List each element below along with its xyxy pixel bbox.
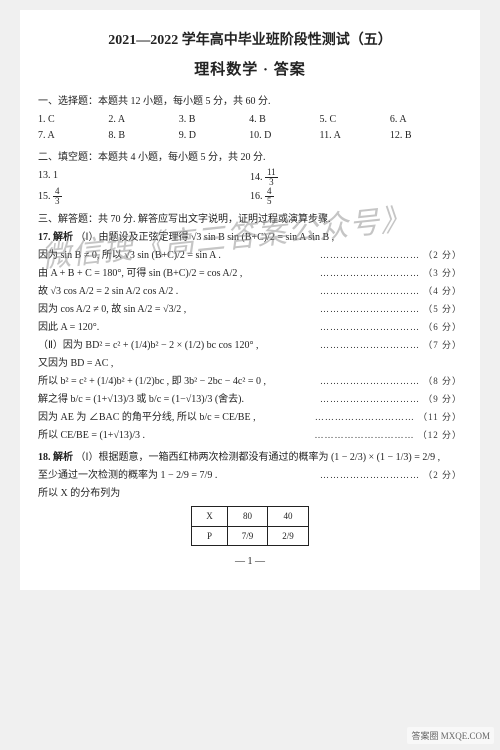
distribution-table: X8040 P7/92/9 [191,506,309,546]
mc-3: 3. B [179,112,249,128]
q17-block: 17. 解析 （Ⅰ）由题设及正弦定理得 √3 sin B sin (B+C)/2… [38,230,462,444]
mc-5: 5. C [320,112,390,128]
score-mark: ………………………… （2 分） [320,248,462,264]
section-1-header: 一、选择题：本题共 12 小题，每小题 5 分，共 60 分. [38,94,462,110]
fill-15: 15. 43 [38,187,250,206]
fill-13: 13. 1 [38,168,250,187]
exam-answer-page: 2021—2022 学年高中毕业班阶段性测试（五） 理科数学 · 答案 一、选择… [20,10,480,590]
page-title-line1: 2021—2022 学年高中毕业班阶段性测试（五） [38,30,462,52]
mc-12: 12. B [390,128,460,144]
mc-7: 7. A [38,128,108,144]
score-mark: ………………………… （3 分） [320,266,462,282]
score-mark: ………………………… （9 分） [320,392,462,408]
score-mark: ………………………… （8 分） [320,374,462,390]
page-number: — 1 — [38,554,462,570]
score-mark: ………………………… （12 分） [314,428,462,444]
mc-6: 6. A [390,112,460,128]
score-mark: ………………………… （5 分） [320,302,462,318]
fill-14: 14. 113 [250,168,462,187]
score-mark: ………………………… （2 分） [320,468,462,484]
mc-1: 1. C [38,112,108,128]
corner-brand: 答案圈 MXQE.COM [407,727,494,744]
fill-16: 16. 45 [250,187,462,206]
fill-row: 13. 1 14. 113 15. 43 16. 45 [38,168,462,206]
mc-answers-row: 1. C 2. A 3. B 4. B 5. C 6. A 7. A 8. B … [38,112,462,144]
mc-2: 2. A [108,112,178,128]
score-mark: ………………………… （11 分） [315,410,462,426]
mc-9: 9. D [179,128,249,144]
mc-11: 11. A [320,128,390,144]
section-3-header: 三、解答题：共 70 分. 解答应写出文字说明，证明过程或演算步骤. [38,212,462,228]
mc-10: 10. D [249,128,319,144]
score-mark: ………………………… （7 分） [320,338,462,354]
mc-8: 8. B [108,128,178,144]
score-mark: ………………………… （4 分） [320,284,462,300]
page-title-line2: 理科数学 · 答案 [38,58,462,82]
score-mark: ………………………… （6 分） [320,320,462,336]
section-2-header: 二、填空题：本题共 4 小题，每小题 5 分，共 20 分. [38,150,462,166]
mc-4: 4. B [249,112,319,128]
q18-block: 18. 解析 （Ⅰ）根据题意，一箱西红柿两次检测都没有通过的概率为 (1 − 2… [38,450,462,546]
